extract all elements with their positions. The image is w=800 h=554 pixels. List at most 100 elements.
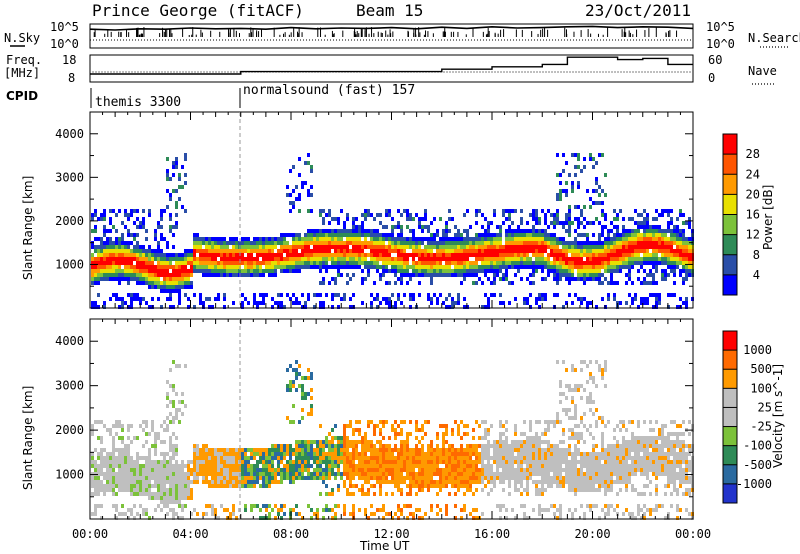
velocity-cell [247,484,250,488]
velocity-cell [106,464,109,468]
power-cell [577,153,580,157]
velocity-cell [244,480,247,484]
power-cell [172,265,175,269]
power-cell [535,265,538,269]
power-cell [157,253,160,257]
power-cell [442,245,445,249]
power-cell [493,233,496,237]
power-cell [229,269,232,273]
power-cell [688,265,691,269]
velocity-cell [151,444,154,448]
power-cell [214,245,217,249]
velocity-cell [358,464,361,468]
power-cell [220,261,223,265]
velocity-cell [367,464,370,468]
power-cell [361,241,364,245]
power-cell [586,261,589,265]
power-cell [556,281,559,285]
power-cell [196,261,199,265]
velocity-cell [226,516,229,520]
velocity-cell [253,504,256,508]
velocity-cell [460,508,463,512]
power-cell [169,277,172,281]
power-cell [316,249,319,253]
velocity-cell [172,404,175,408]
velocity-cell [289,508,292,512]
power-cell [268,253,271,257]
power-cell [91,281,94,285]
power-cell [310,265,313,269]
velocity-cell [268,448,271,452]
power-cell [526,301,529,305]
velocity-cell [148,480,151,484]
power-cell [211,269,214,273]
power-cell [526,229,529,233]
power-cell [193,233,196,237]
velocity-cell [94,472,97,476]
velocity-cell [280,448,283,452]
power-cell [364,261,367,265]
power-cell [619,245,622,249]
power-cell [595,277,598,281]
power-cell [271,237,274,241]
velocity-cell [130,512,133,516]
velocity-cell [316,468,319,472]
velocity-cell [472,516,475,520]
velocity-cell [175,480,178,484]
power-cell [385,209,388,213]
power-cell [382,237,385,241]
power-cell [202,241,205,245]
power-cell [310,229,313,233]
power-cell [328,213,331,217]
power-cell [157,285,160,289]
power-cell [379,221,382,225]
power-cell [430,281,433,285]
power-cell [433,217,436,221]
power-cell [256,273,259,277]
power-cell [637,261,640,265]
power-cell [628,233,631,237]
velocity-cell [367,476,370,480]
velocity-cell [466,480,469,484]
power-cell [133,245,136,249]
velocity-cell [283,472,286,476]
power-cell [232,249,235,253]
velocity-cell [244,468,247,472]
velocity-cell [331,448,334,452]
power-cell [610,245,613,249]
velocity-cell [505,436,508,440]
power-cell [334,257,337,261]
velocity-cell [196,460,199,464]
velocity-cell [457,476,460,480]
velocity-cell [112,464,115,468]
velocity-cell [328,472,331,476]
power-cell [217,273,220,277]
power-cell [91,257,94,261]
velocity-cell [304,468,307,472]
velocity-cell [448,456,451,460]
power-cell [484,265,487,269]
power-cell [481,261,484,265]
power-cell [328,249,331,253]
power-cell [151,285,154,289]
power-cell [400,245,403,249]
power-cell [400,253,403,257]
power-cell [208,241,211,245]
power-cell [460,241,463,245]
velocity-cell [265,504,268,508]
power-cell [592,261,595,265]
power-cell [331,233,334,237]
power-cell [364,233,367,237]
velocity-cell [370,444,373,448]
velocity-cell [415,508,418,512]
velocity-cell [367,488,370,492]
power-cell [265,257,268,261]
velocity-cell [316,476,319,480]
velocity-cell [103,464,106,468]
velocity-cell [112,504,115,508]
velocity-cell [148,460,151,464]
power-cell [166,173,169,177]
power-cell [565,249,568,253]
velocity-cell [196,444,199,448]
power-cell [439,249,442,253]
